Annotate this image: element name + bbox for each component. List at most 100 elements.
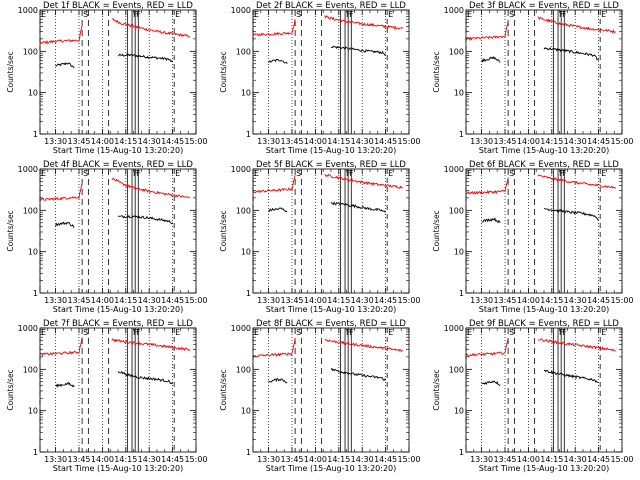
- x-tick-label: 13:30: [44, 137, 67, 146]
- x-tick-label: 14:00: [91, 137, 114, 146]
- x-axis-label: Start Time (15-Aug-10 13:20:20): [266, 146, 397, 155]
- x-tick-label: 15:00: [397, 455, 420, 464]
- y-tick-label: 10: [241, 89, 251, 98]
- y-tick-label: 1000: [18, 165, 38, 174]
- events-series-line: [330, 367, 386, 381]
- x-tick-label: 13:30: [257, 455, 280, 464]
- x-tick-label: 14:45: [374, 455, 397, 464]
- y-tick-label: 1: [33, 130, 38, 139]
- y-tick-label: 1000: [231, 6, 251, 15]
- events-series-line: [268, 377, 288, 384]
- panel-det-7: Det 7f BLACK = Events, RED = LLDESFFE110…: [6, 319, 208, 473]
- x-tick-label: 14:45: [161, 137, 184, 146]
- events-series-line: [481, 380, 501, 386]
- marker-label: S: [296, 328, 301, 337]
- panel-title: Det 8f BLACK = Events, RED = LLD: [256, 319, 406, 329]
- y-tick-label: 10: [241, 248, 251, 257]
- marker-label: S: [83, 10, 88, 19]
- y-tick-label: 100: [449, 47, 464, 56]
- x-tick-label: 14:00: [91, 296, 114, 305]
- marker-label: S: [296, 10, 301, 19]
- x-axis-label: Start Time (15-Aug-10 13:20:20): [53, 464, 184, 473]
- marker-label: E: [388, 10, 393, 19]
- events-series-line: [55, 221, 75, 228]
- y-tick-label: 1000: [444, 6, 464, 15]
- y-axis-label: Counts/sec: [432, 369, 441, 410]
- x-tick-label: 15:00: [397, 137, 420, 146]
- marker-label: E: [41, 328, 46, 337]
- events-series-line: [117, 214, 173, 225]
- lld-series-line: [111, 18, 191, 38]
- events-series-line: [268, 207, 288, 213]
- x-tick-label: 14:30: [138, 296, 161, 305]
- events-series-line: [543, 369, 599, 383]
- x-tick-label: 14:30: [351, 455, 374, 464]
- x-axis-label: Start Time (15-Aug-10 13:20:20): [266, 464, 397, 473]
- y-tick-label: 1000: [18, 324, 38, 333]
- events-series-line: [55, 381, 75, 389]
- x-tick-label: 13:30: [470, 455, 493, 464]
- lld-series-line: [465, 20, 509, 42]
- y-tick-label: 1: [246, 448, 251, 457]
- y-tick-label: 1000: [444, 324, 464, 333]
- y-tick-label: 1000: [18, 6, 38, 15]
- x-axis-label: Start Time (15-Aug-10 13:20:20): [53, 305, 184, 314]
- x-tick-label: 13:30: [257, 137, 280, 146]
- marker-label: E: [254, 10, 259, 19]
- marker-label: S: [509, 328, 514, 337]
- y-tick-label: 100: [449, 206, 464, 215]
- panel-title: Det 6f BLACK = Events, RED = LLD: [469, 160, 619, 170]
- events-series-line: [481, 216, 501, 224]
- lld-series-line: [111, 338, 191, 352]
- x-tick-label: 13:45: [67, 455, 90, 464]
- panel-title: Det 3f BLACK = Events, RED = LLD: [469, 1, 619, 11]
- x-tick-label: 14:30: [138, 137, 161, 146]
- x-tick-label: 14:30: [351, 296, 374, 305]
- panel-det-4: Det 4f BLACK = Events, RED = LLDESFFE110…: [6, 160, 208, 314]
- y-tick-label: 1: [459, 130, 464, 139]
- x-tick-label: 14:00: [91, 455, 114, 464]
- x-tick-label: 13:45: [493, 296, 516, 305]
- y-tick-label: 1000: [231, 165, 251, 174]
- x-axis-label: Start Time (15-Aug-10 13:20:20): [53, 146, 184, 155]
- lld-series-line: [324, 173, 403, 189]
- panel-det-3: Det 3f BLACK = Events, RED = LLDESFFE110…: [432, 1, 634, 155]
- x-tick-label: 14:15: [327, 137, 350, 146]
- events-series-line: [268, 59, 288, 65]
- y-tick-label: 10: [454, 248, 464, 257]
- x-tick-label: 13:45: [493, 455, 516, 464]
- marker-label: E: [254, 169, 259, 178]
- lld-series-line: [537, 174, 616, 189]
- lld-series-line: [537, 16, 617, 34]
- x-tick-label: 15:00: [397, 296, 420, 305]
- x-tick-label: 14:15: [114, 455, 137, 464]
- x-tick-label: 14:00: [304, 455, 327, 464]
- y-axis-label: Counts/sec: [219, 210, 228, 251]
- events-series-line: [543, 207, 599, 221]
- x-tick-label: 14:00: [304, 137, 327, 146]
- marker-label: E: [467, 169, 472, 178]
- x-tick-label: 14:45: [587, 455, 610, 464]
- x-tick-label: 15:00: [610, 455, 633, 464]
- panel-det-6: Det 6f BLACK = Events, RED = LLDESFFE110…: [432, 160, 634, 314]
- x-tick-label: 14:45: [587, 137, 610, 146]
- marker-label: E: [388, 328, 393, 337]
- y-tick-label: 1: [459, 289, 464, 298]
- y-tick-label: 100: [23, 365, 38, 374]
- x-tick-label: 13:30: [257, 296, 280, 305]
- marker-label: E: [601, 328, 606, 337]
- x-tick-label: 15:00: [610, 137, 633, 146]
- marker-label: S: [83, 169, 88, 178]
- y-axis-label: Counts/sec: [219, 369, 228, 410]
- marker-label: E: [175, 10, 180, 19]
- y-tick-label: 100: [23, 47, 38, 56]
- lld-series-line: [39, 183, 83, 202]
- x-tick-label: 13:45: [493, 137, 516, 146]
- y-axis-label: Counts/sec: [432, 51, 441, 92]
- lld-series-line: [252, 175, 296, 194]
- events-series-line: [543, 47, 599, 61]
- y-tick-label: 1: [33, 448, 38, 457]
- x-tick-label: 14:30: [564, 296, 587, 305]
- x-tick-label: 14:30: [138, 455, 161, 464]
- x-tick-label: 13:30: [44, 455, 67, 464]
